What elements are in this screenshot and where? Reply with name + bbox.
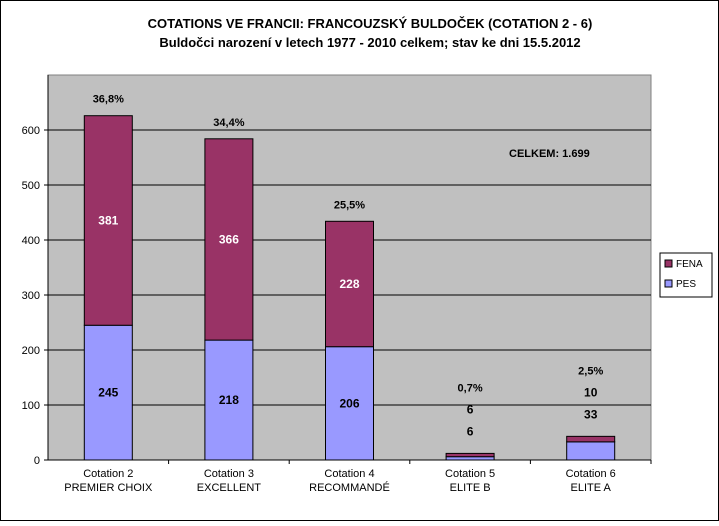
- y-tick-label: 0: [34, 455, 40, 467]
- data-label-fena: 6: [467, 402, 474, 416]
- bar-segment-pes: [204, 339, 254, 461]
- x-category-sublabel: RECOMMANDÉ: [309, 481, 390, 494]
- percent-label: 2,5%: [578, 365, 603, 377]
- x-category-sublabel: ELITE A: [571, 482, 612, 494]
- data-label-pes: 33: [584, 407, 598, 421]
- legend-swatch-pes: [664, 279, 673, 288]
- data-label-fena: 366: [219, 232, 239, 246]
- x-category-label: Cotation 4: [324, 468, 374, 480]
- bar-segment-pes: [83, 324, 133, 461]
- data-label-pes: 6: [467, 424, 474, 438]
- percent-label: 25,5%: [334, 199, 365, 211]
- percent-label: 36,8%: [93, 94, 124, 106]
- x-category-sublabel: PREMIER CHOIX: [64, 482, 153, 494]
- chart-subtitle: Buldočci narození v letech 1977 - 2010 c…: [159, 35, 580, 50]
- data-label-pes: 218: [219, 393, 239, 407]
- percent-label: 34,4%: [213, 117, 244, 129]
- bar-segment-fena: [566, 435, 616, 443]
- data-label-fena: 381: [98, 213, 118, 227]
- bar-segment-pes: [325, 346, 374, 461]
- plot-area: 0 100 200 300 400 500 600 245 381 36,8% Cotation 2…: [22, 74, 652, 494]
- chart-title: COTATIONS VE FRANCII: FRANCOUZSKÝ BULDOČ…: [148, 16, 593, 31]
- x-category-sublabel: ELITE B: [450, 482, 491, 494]
- bar-segment-fena: [204, 138, 254, 341]
- y-tick-label: 600: [22, 125, 40, 137]
- data-label-fena: 228: [339, 277, 359, 291]
- x-category-label: Cotation 5: [445, 468, 495, 480]
- x-category-label: Cotation 2: [83, 468, 133, 480]
- x-category-label: Cotation 6: [566, 468, 616, 480]
- y-tick-label: 200: [22, 345, 40, 357]
- y-tick-label: 400: [22, 235, 40, 247]
- y-tick-label: 300: [22, 290, 40, 302]
- data-label-fena: 10: [584, 385, 598, 399]
- x-category-label: Cotation 3: [204, 468, 254, 480]
- y-tick-label: 500: [22, 180, 40, 192]
- legend-label-fena: FENA: [676, 259, 703, 270]
- bar-segment-fena: [83, 115, 133, 326]
- bar-segment-fena: [325, 220, 374, 348]
- percent-label: 0,7%: [458, 382, 483, 394]
- bar-segment-pes: [566, 441, 616, 461]
- x-category-sublabel: EXCELLENT: [197, 482, 261, 494]
- data-label-pes: 206: [339, 396, 359, 410]
- bar-segment-fena: [445, 452, 495, 458]
- total-annotation: CELKEM: 1.699: [509, 148, 590, 160]
- legend: FENA PES: [659, 252, 713, 298]
- y-tick-label: 100: [22, 400, 40, 412]
- legend-swatch-fena: [664, 259, 673, 268]
- legend-label-pes: PES: [676, 279, 696, 290]
- data-label-pes: 245: [98, 386, 118, 400]
